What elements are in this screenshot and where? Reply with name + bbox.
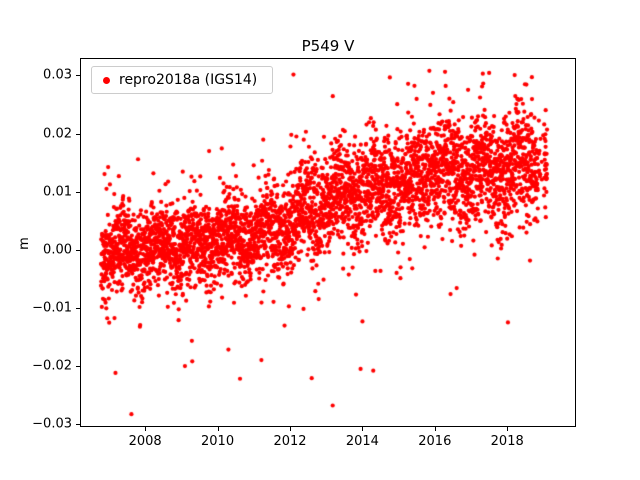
x-tick-mark — [434, 427, 436, 431]
y-tick-mark — [76, 365, 80, 367]
x-tick-mark — [145, 427, 147, 431]
x-tick-label: 2014 — [345, 434, 379, 449]
x-tick-label: 2008 — [128, 434, 162, 449]
chart-title: P549 V — [301, 37, 355, 55]
y-tick-mark — [76, 249, 80, 251]
x-tick-label: 2012 — [273, 434, 307, 449]
y-tick-mark — [76, 424, 80, 426]
y-tick-label: −0.01 — [32, 300, 72, 316]
y-tick-label: 0.00 — [43, 242, 72, 258]
y-tick-mark — [76, 191, 80, 193]
x-tick-label: 2018 — [490, 434, 524, 449]
x-tick-label: 2016 — [418, 434, 452, 449]
legend-series-label: repro2018a (IGS14) — [119, 72, 258, 88]
y-tick-mark — [76, 307, 80, 309]
y-tick-mark — [76, 133, 80, 135]
x-tick-label: 2010 — [201, 434, 235, 449]
x-tick-mark — [217, 427, 219, 431]
y-tick-label: 0.03 — [43, 67, 72, 83]
legend: repro2018a (IGS14) — [91, 66, 274, 94]
y-tick-label: 0.01 — [43, 184, 72, 200]
legend-marker-dot — [103, 76, 110, 84]
x-tick-mark — [507, 427, 509, 431]
y-tick-mark — [76, 75, 80, 77]
x-tick-mark — [362, 427, 364, 431]
x-tick-mark — [289, 427, 291, 431]
y-tick-label: 0.02 — [43, 126, 72, 142]
y-tick-label: −0.03 — [32, 416, 72, 432]
y-tick-label: −0.02 — [32, 358, 72, 374]
